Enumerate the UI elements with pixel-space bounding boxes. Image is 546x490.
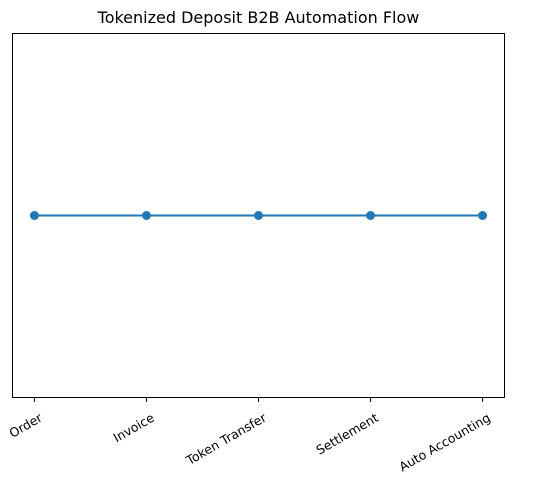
x-tick-label: Settlement (313, 410, 381, 458)
data-point (254, 211, 263, 220)
data-point (366, 211, 376, 220)
data-point (29, 211, 39, 220)
chart-title: Tokenized Deposit B2B Automation Flow (97, 8, 420, 27)
x-tick-label: Token Transfer (183, 409, 270, 468)
x-tick-label: Auto Accounting (396, 410, 493, 474)
x-axis: Order Invoice Token Transfer Settlement Auto… (6, 398, 493, 474)
series-layer (29, 211, 488, 220)
data-point (478, 211, 488, 220)
x-tick-label: Invoice (111, 410, 157, 445)
data-point (141, 211, 151, 220)
plot-area-frame (12, 33, 505, 398)
x-tick-label: Order (6, 409, 45, 440)
